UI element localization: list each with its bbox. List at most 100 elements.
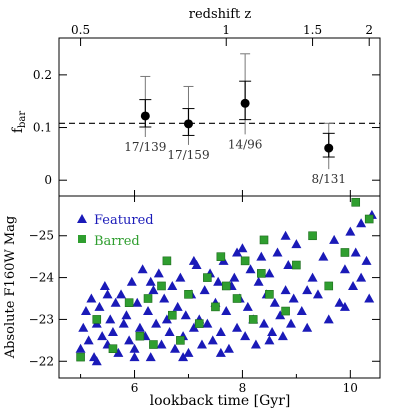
featured-point	[132, 297, 143, 307]
featured-point	[283, 260, 294, 270]
barred-point	[364, 214, 374, 224]
barred-point	[162, 256, 172, 266]
featured-point	[356, 218, 367, 228]
top-axis-tick-label: 2	[365, 23, 373, 37]
barred-point	[265, 290, 274, 299]
featured-point	[356, 272, 367, 282]
featured-point	[91, 356, 102, 366]
bar-fraction-point	[183, 119, 193, 129]
featured-point	[245, 264, 256, 274]
featured-point	[280, 230, 291, 240]
featured-point	[215, 326, 226, 336]
barred-point	[340, 248, 350, 257]
top-y-axis-label-main: f	[10, 126, 26, 133]
top-y-axis-label: fbar	[10, 111, 28, 134]
featured-point	[161, 314, 172, 324]
barred-point	[232, 294, 242, 303]
featured-point	[296, 306, 307, 316]
featured-point	[221, 306, 232, 316]
featured-point	[345, 226, 356, 236]
barred-point	[221, 281, 231, 291]
featured-point	[156, 339, 167, 349]
barred-point	[76, 352, 85, 362]
featured-point	[237, 243, 248, 253]
featured-point	[99, 280, 110, 290]
bottom-panel: −22 −23 −24 −25 6 8 10 Absolute F160W Mag loo…	[3, 190, 381, 409]
featured-point	[199, 285, 210, 295]
bottom-y-ticks: −22 −23 −24 −25	[29, 229, 380, 368]
featured-point	[288, 293, 299, 303]
bottom-x-ticks: 6 8 10	[80, 190, 358, 395]
barred-point	[135, 331, 145, 341]
featured-point	[267, 326, 278, 336]
featured-point	[159, 293, 170, 303]
featured-point	[264, 335, 275, 345]
featured-point	[269, 297, 280, 307]
legend-barred-label: Barred	[94, 234, 140, 249]
featured-point	[134, 322, 145, 332]
featured-point	[97, 331, 108, 341]
barred-point	[124, 298, 134, 307]
featured-point	[116, 289, 127, 299]
featured-point	[302, 285, 313, 295]
x-tick-label: 6	[131, 381, 139, 395]
featured-point	[94, 301, 105, 311]
bottom-y-axis-label: Absolute F160W Mag	[3, 216, 18, 360]
featured-point	[229, 272, 240, 282]
barred-point	[257, 269, 266, 278]
featured-point	[259, 318, 270, 328]
barred-point	[216, 252, 226, 261]
featured-point	[291, 239, 302, 249]
bar-fraction-point	[240, 98, 250, 108]
featured-point	[215, 347, 226, 357]
y-tick-label: 0	[44, 173, 52, 187]
featured-point	[307, 272, 318, 282]
featured-point	[129, 343, 140, 353]
featured-point	[302, 322, 313, 332]
bottom-data-points	[75, 197, 377, 366]
featured-point	[339, 264, 350, 274]
featured-point	[148, 285, 159, 295]
featured-point	[121, 310, 132, 320]
featured-point	[164, 326, 175, 336]
top-axis-label: redshift z	[189, 7, 252, 22]
featured-point	[207, 335, 218, 345]
x-tick-label: 10	[343, 381, 358, 395]
featured-point	[183, 347, 194, 357]
barred-point	[167, 310, 177, 320]
featured-point	[169, 343, 180, 353]
featured-point	[151, 318, 162, 328]
barred-point	[248, 315, 258, 324]
top-panel: redshift z 0.5 1 1.5 2 00.10.2 fbar 17/1391…	[10, 7, 381, 197]
y-tick-label: −25	[29, 229, 54, 243]
point-count-label: 17/159	[167, 148, 209, 162]
featured-point	[137, 264, 148, 274]
y-tick-label: −23	[29, 312, 54, 326]
barred-point	[143, 294, 153, 303]
featured-point	[264, 268, 275, 278]
featured-point	[312, 289, 323, 299]
featured-point	[80, 306, 91, 316]
bottom-x-axis-label: lookback time [Gyr]	[150, 393, 291, 409]
featured-point	[107, 326, 118, 336]
featured-point	[323, 314, 334, 324]
featured-point	[105, 314, 116, 324]
featured-point	[329, 234, 340, 244]
featured-point	[280, 285, 291, 295]
top-y-axis-label-sub: bar	[17, 111, 28, 128]
featured-point	[232, 322, 243, 332]
featured-point	[318, 251, 329, 261]
barred-point	[157, 281, 166, 291]
barred-point	[176, 336, 185, 345]
barred-point	[108, 344, 118, 354]
featured-point	[275, 310, 286, 320]
legend-featured-marker	[77, 214, 87, 223]
featured-point	[153, 268, 164, 278]
featured-point	[242, 301, 253, 311]
featured-point	[350, 247, 361, 257]
barred-point	[292, 260, 301, 270]
barred-point	[308, 231, 317, 241]
featured-point	[145, 352, 156, 362]
y-tick-label: 0.1	[33, 121, 52, 135]
